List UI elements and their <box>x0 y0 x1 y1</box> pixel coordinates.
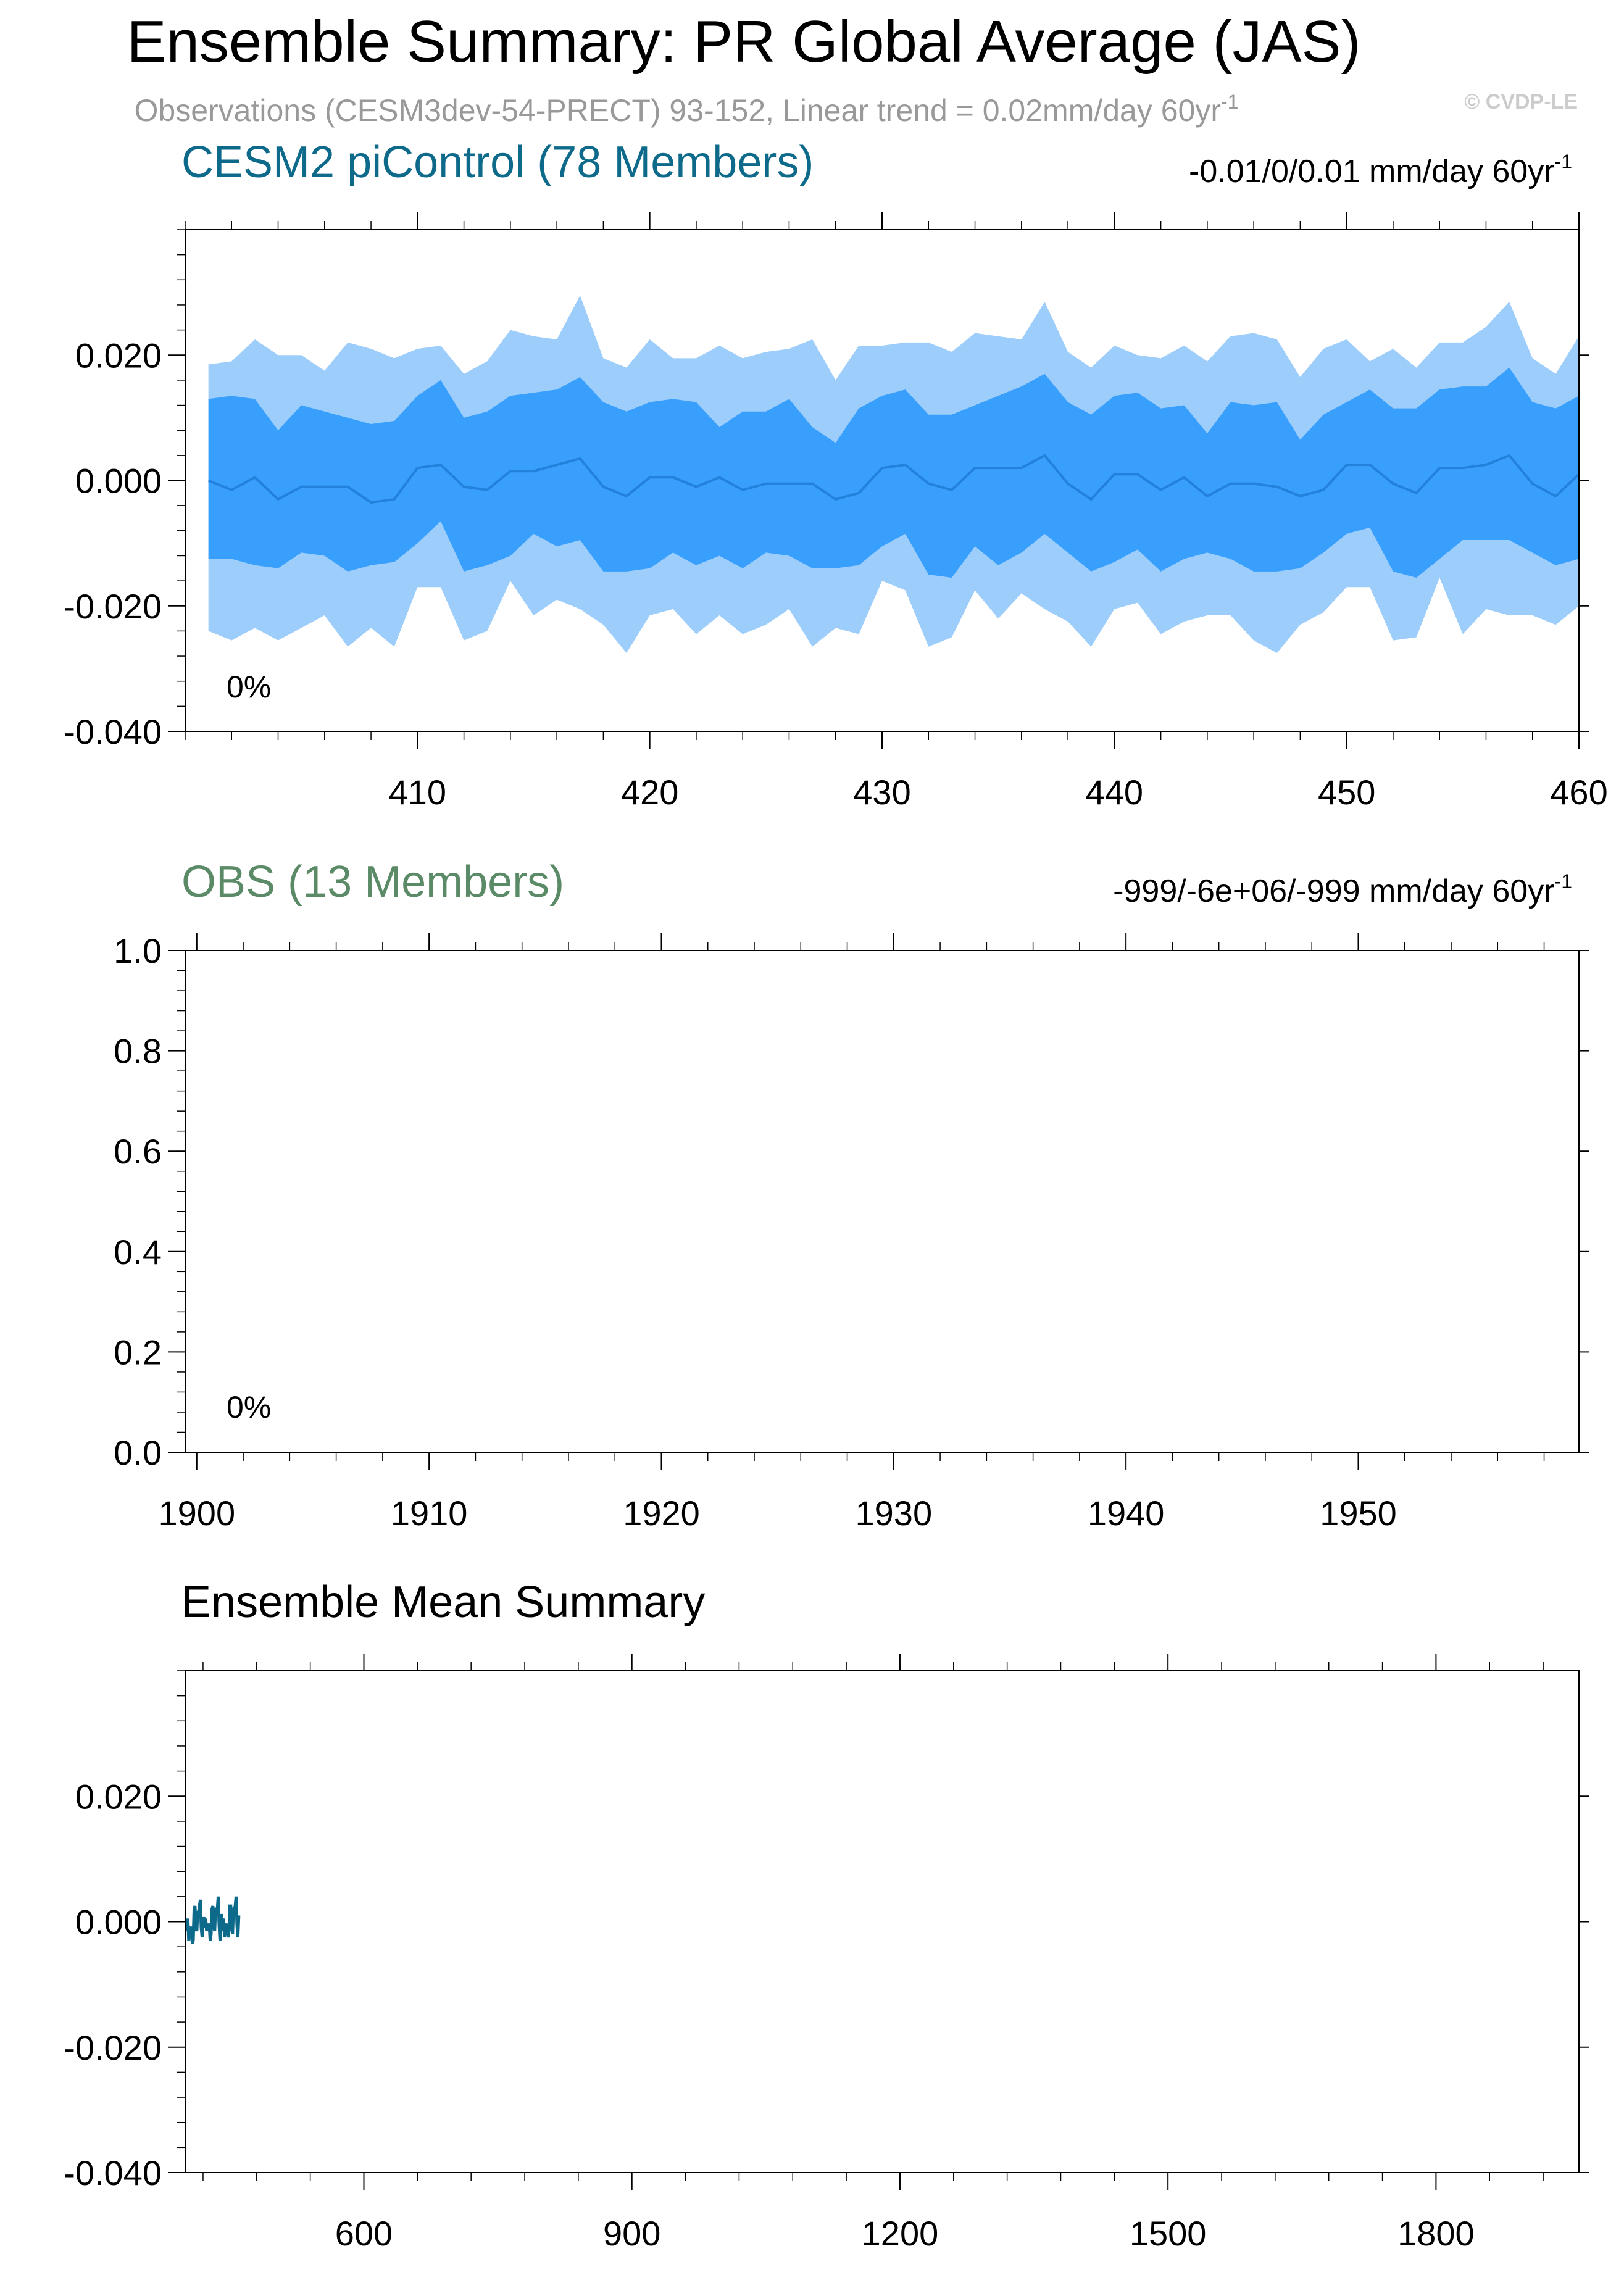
model-x-tick-label: 420 <box>621 773 678 812</box>
panel-obs-plot: 0.0 0.2 0.4 0.6 0.8 1.0 1900 1910 1920 1930 1940 19… <box>114 931 1589 1533</box>
obs-x-tick-label: 1930 <box>856 1494 933 1533</box>
obs-x-tick-label: 1920 <box>623 1494 700 1533</box>
obs-y-tick-label: 0.2 <box>114 1333 162 1371</box>
panel-summary-plot: -0.040 -0.020 0.000 0.020 600 900 1200 1500 1800 <box>64 1654 1589 2253</box>
watermark: © CVDP-LE <box>1464 90 1578 114</box>
obs-y-tick-label: 1.0 <box>114 931 162 970</box>
summary-plot-frame <box>185 1670 1580 2173</box>
panel-obs: OBS (13 Members) -999/-6e+06/-999 mm/day… <box>114 857 1589 1533</box>
figure-subtitle: Observations (CESM3dev-54-PRECT) 93-152,… <box>135 91 1239 128</box>
obs-y-tick-label: 0.4 <box>114 1233 162 1271</box>
panel-model-plot: -0.040 -0.020 0.000 0.020 410 420 430 440 450 460 <box>64 212 1608 812</box>
panel-model-trend: -0.01/0/0.01 mm/day 60yr-1 <box>1189 151 1572 189</box>
model-x-tick-label: 450 <box>1318 773 1375 812</box>
summary-x-tick-label: 900 <box>603 2214 660 2253</box>
model-x-tick-label: 460 <box>1550 773 1607 812</box>
panel-model-trend-sup: -1 <box>1555 151 1572 173</box>
panel-model: CESM2 piControl (78 Members) -0.01/0/0.0… <box>64 138 1608 812</box>
model-ensemble-mean-line <box>207 454 1580 504</box>
obs-x-tick-label: 1900 <box>159 1494 236 1533</box>
summary-ensemble-mean-line <box>184 1896 241 1944</box>
summary-x-tick-label: 1500 <box>1130 2214 1207 2253</box>
model-range-inner-band <box>208 367 1580 578</box>
panel-obs-annotation: 0% <box>227 1390 271 1425</box>
summary-y-tick-label: 0.000 <box>75 1903 162 1942</box>
panel-obs-title: OBS (13 Members) <box>181 857 564 907</box>
panel-summary: Ensemble Mean Summary -0.040 -0.020 0.000 0… <box>64 1578 1589 2253</box>
model-x-tick-label: 440 <box>1086 773 1143 812</box>
panel-summary-title: Ensemble Mean Summary <box>181 1578 705 1627</box>
obs-x-tick-label: 1910 <box>391 1494 468 1533</box>
obs-y-tick-label: 0.0 <box>114 1433 162 1472</box>
panel-model-trend-text: -0.01/0/0.01 mm/day 60yr <box>1189 154 1555 189</box>
figure-title: Ensemble Summary: PR Global Average (JAS… <box>127 9 1360 75</box>
obs-x-tick-label: 1950 <box>1320 1494 1397 1533</box>
panel-obs-trend: -999/-6e+06/-999 mm/day 60yr-1 <box>1113 870 1572 909</box>
summary-y-tick-label: 0.020 <box>75 1777 162 1816</box>
model-x-tick-label: 410 <box>389 773 446 812</box>
summary-y-tick-label: -0.040 <box>64 2153 162 2192</box>
model-y-tick-label: -0.020 <box>64 587 162 626</box>
panel-obs-trend-sup: -1 <box>1555 870 1572 892</box>
model-y-tick-label: -0.040 <box>64 712 162 751</box>
panel-obs-trend-text: -999/-6e+06/-999 mm/day 60yr <box>1113 873 1554 909</box>
model-x-tick-label: 430 <box>853 773 910 812</box>
obs-y-tick-label: 0.8 <box>114 1032 162 1071</box>
panel-model-annotation: 0% <box>227 670 271 704</box>
panel-model-title: CESM2 piControl (78 Members) <box>181 138 814 187</box>
summary-y-tick-label: -0.020 <box>64 2028 162 2067</box>
summary-x-tick-label: 1200 <box>862 2214 939 2253</box>
obs-x-tick-label: 1940 <box>1088 1494 1165 1533</box>
figure-subtitle-sup: -1 <box>1221 91 1238 113</box>
model-y-tick-label: 0.000 <box>75 462 162 501</box>
obs-plot-frame <box>185 950 1580 1453</box>
obs-y-tick-label: 0.6 <box>114 1132 162 1171</box>
figure-subtitle-text: Observations (CESM3dev-54-PRECT) 93-152,… <box>135 93 1222 128</box>
model-y-tick-label: 0.020 <box>75 336 162 375</box>
summary-x-tick-label: 1800 <box>1397 2214 1475 2253</box>
summary-x-tick-label: 600 <box>335 2214 393 2253</box>
